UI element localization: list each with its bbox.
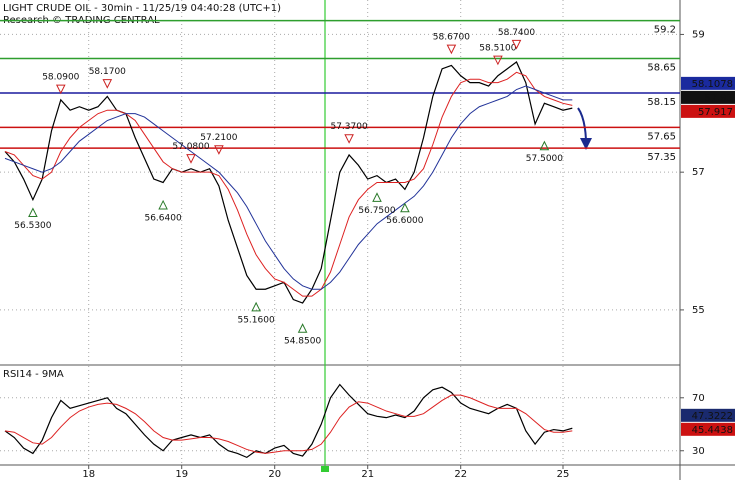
series-line [4, 383, 573, 459]
last-value-label: 47.3222 [692, 411, 733, 422]
level-label: 59.2 [654, 25, 676, 36]
y-tick-label: 30 [692, 446, 705, 457]
level-label: 57.35 [647, 152, 676, 163]
series-line [4, 61, 573, 304]
cursor-marker [321, 466, 329, 472]
pivot-label: 57.0800 [172, 142, 209, 152]
pivot-marker [344, 134, 354, 144]
pivot-label: 58.0900 [42, 73, 79, 83]
pivot-label: 56.6000 [386, 216, 423, 226]
pivot-marker [186, 154, 196, 164]
pivot-marker [214, 145, 224, 155]
pivot-label: 58.1700 [89, 67, 126, 77]
last-value-label: 57.917 [698, 107, 733, 118]
pivot-label: 58.7400 [498, 28, 535, 38]
pivot-marker [297, 323, 308, 333]
y-tick-label: 57 [692, 167, 705, 178]
x-tick-label: 18 [82, 469, 95, 480]
level-label: 58.15 [647, 97, 676, 108]
pivot-marker [539, 140, 550, 151]
pivot-marker [158, 199, 168, 210]
series-line [4, 85, 573, 290]
x-tick-label: 20 [268, 469, 281, 480]
pivot-marker [446, 44, 457, 55]
level-label: 57.65 [647, 131, 676, 142]
pivot-label: 57.2100 [200, 133, 237, 143]
rsi-title: RSI14 - 9MA [3, 369, 64, 380]
pivot-marker [372, 192, 382, 202]
series-line [4, 71, 573, 297]
series-line [4, 394, 573, 454]
pivot-marker [511, 39, 522, 50]
pivot-marker [102, 79, 113, 89]
pivot-label: 58.5100 [479, 44, 516, 54]
last-value-box [681, 422, 735, 436]
forecast-arrowhead [580, 138, 592, 150]
y-tick-label: 59 [692, 29, 705, 40]
pivot-marker [400, 202, 410, 213]
pivot-label: 56.5300 [14, 221, 51, 231]
pivot-label: 54.8500 [284, 337, 321, 347]
level-label: 58.65 [647, 63, 676, 74]
pivot-label: 56.6400 [144, 213, 181, 223]
pivot-label: 58.6700 [433, 33, 470, 43]
pivot-label: 57.5000 [526, 154, 563, 164]
pivot-marker [55, 84, 66, 95]
forecast-arrow [577, 107, 587, 141]
y-tick-label: 70 [692, 393, 705, 404]
pivot-label: 57.3700 [330, 122, 367, 132]
pivot-marker [28, 207, 38, 218]
pivot-label: 55.1600 [237, 315, 274, 325]
x-tick-label: 25 [557, 469, 570, 480]
pivot-label: 56.7500 [358, 206, 395, 216]
x-tick-label: 22 [454, 469, 467, 480]
last-value-box [681, 104, 735, 118]
last-value-label: 57.93 [704, 93, 733, 104]
pivot-marker [493, 55, 503, 66]
x-tick-label: 21 [361, 469, 374, 480]
pivot-marker [251, 301, 261, 312]
last-value-box [681, 76, 735, 90]
last-value-box [681, 90, 735, 104]
last-value-label: 45.4438 [692, 425, 733, 436]
last-value-box [681, 408, 735, 422]
chart-title: LIGHT CRUDE OIL - 30min - 11/25/19 04:40… [3, 3, 281, 14]
last-value-label: 58.1078 [692, 79, 733, 90]
y-tick-label: 55 [692, 305, 705, 316]
x-tick-label: 19 [175, 469, 188, 480]
